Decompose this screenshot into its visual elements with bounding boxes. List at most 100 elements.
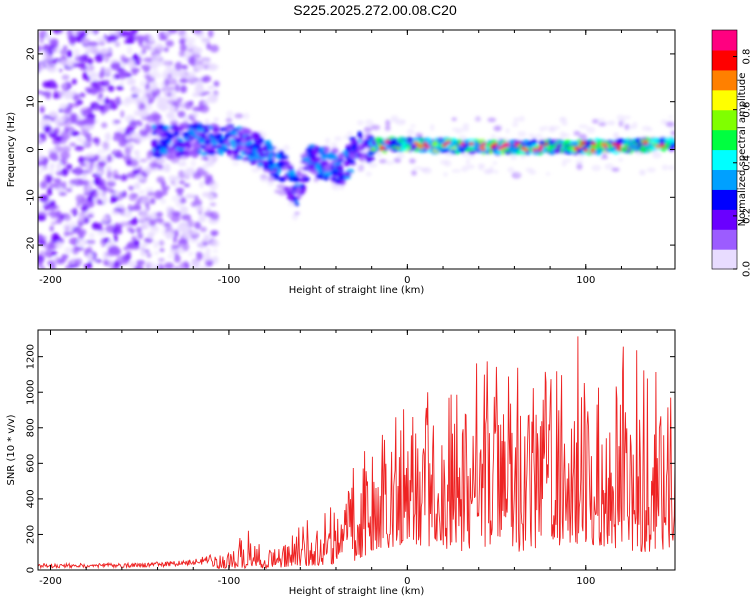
colorbar-frame: [711, 29, 738, 270]
spectrogram-cell: [94, 53, 104, 63]
spectrogram-cell: [327, 153, 332, 158]
spectrogram-cell: [103, 67, 112, 75]
spectrogram-cell: [141, 49, 147, 54]
spectrogram-cell: [166, 85, 176, 92]
spectrogram-cell: [210, 64, 220, 70]
spectrogram-cell: [107, 34, 118, 42]
spectrogram-cell: [49, 40, 58, 48]
spectrogram-cell: [150, 226, 159, 235]
spectrogram-cell: [180, 206, 189, 214]
spectrogram-cell: [112, 169, 119, 178]
spectrogram-cell: [76, 228, 87, 237]
spectrogram-cell: [200, 265, 208, 269]
spectrogram-cell: [615, 138, 624, 145]
spectrogram-cell: [175, 83, 180, 93]
spectrogram-cell: [165, 206, 172, 213]
spectrogram-cell: [45, 249, 55, 259]
spectrogram-cell: [135, 226, 142, 234]
spectrogram-cell: [419, 167, 430, 172]
spectrogram-cell: [65, 264, 74, 269]
spectrogram-cell: [596, 118, 606, 122]
spectrogram-cell: [355, 146, 365, 152]
colorbar-swatch: [712, 81, 737, 87]
spectrogram-cell: [294, 211, 300, 216]
spectrogram-cell: [110, 58, 120, 64]
spectrogram-cell: [123, 155, 132, 162]
spectrogram-cell: [94, 259, 102, 263]
snr-x-tick-label: -100: [218, 576, 241, 587]
spectrogram-cell: [81, 205, 89, 212]
spectrogram-cell: [119, 221, 130, 227]
spectrogram-cell: [140, 196, 149, 205]
spectrogram-cell: [267, 180, 275, 187]
snr-y-tick-label: 1000: [26, 379, 37, 404]
spectrogram-cell: [172, 181, 178, 187]
spectrogram-cell: [129, 132, 140, 140]
colorbar-swatch: [712, 185, 737, 190]
spectrogram-cell: [58, 68, 63, 73]
spectrogram-cell: [459, 142, 466, 146]
spectrogram-y-tick-label: 0: [26, 146, 37, 152]
spectrogram-cell: [170, 175, 180, 181]
spectrogram-cell: [38, 154, 44, 162]
spectrogram-cell: [47, 58, 57, 68]
spectrogram-cell: [128, 260, 136, 269]
spectrogram-cell: [126, 77, 136, 86]
spectrogram-cell: [148, 161, 158, 169]
colorbar-tick-label: 0.4: [742, 155, 750, 171]
spectrogram-cell: [87, 252, 93, 262]
spectrogram-cell: [310, 152, 318, 156]
spectrogram-cell: [38, 235, 47, 241]
spectrogram-cell: [58, 30, 64, 34]
colorbar-swatch: [712, 189, 737, 194]
colorbar-swatch: [712, 161, 737, 167]
spectrogram-cell: [302, 166, 309, 171]
spectrogram-cell: [479, 146, 485, 150]
snr-line-chart: [38, 336, 675, 570]
colorbar-swatch: [712, 49, 737, 55]
spectrogram-cell: [494, 150, 503, 155]
spectrogram-cell: [209, 180, 219, 190]
colorbar-swatch: [712, 181, 737, 186]
spectrogram-cell: [224, 140, 230, 145]
spectrogram-cell: [187, 37, 196, 44]
snr-y-tick-label: 800: [26, 418, 37, 437]
spectrogram-x-tick-label: -200: [39, 275, 62, 286]
spectrogram-cell: [108, 239, 114, 247]
spectrogram-cell: [112, 223, 123, 231]
spectrogram-cell: [144, 166, 152, 175]
spectrogram-cell: [636, 152, 642, 156]
spectrogram-cell: [212, 218, 220, 223]
spectrogram-cell: [41, 167, 47, 172]
spectrogram-cell: [39, 194, 49, 203]
spectrogram-cell: [118, 191, 123, 199]
spectrogram-cell: [356, 120, 364, 126]
colorbar-swatch: [712, 117, 737, 123]
spectrogram-cell: [561, 161, 567, 167]
spectrogram-cell: [400, 145, 409, 152]
spectrogram-cell: [234, 139, 242, 144]
spectrogram-cell: [226, 110, 234, 118]
spectrogram-cell: [93, 104, 99, 111]
spectrogram-cell: [54, 116, 60, 126]
spectrogram-cell: [523, 148, 529, 152]
spectrogram-cell: [166, 154, 176, 160]
spectrogram-cell: [76, 32, 86, 40]
spectrogram-cell: [68, 182, 74, 189]
spectrogram-x-tick-label: -100: [218, 275, 241, 286]
spectrogram-cell: [164, 262, 174, 269]
spectrogram-cell: [107, 85, 115, 92]
spectrogram-cell: [179, 40, 186, 45]
spectrogram-cell: [140, 250, 146, 257]
spectrogram-cell: [259, 176, 269, 183]
spectrogram-cell: [59, 116, 67, 122]
spectrogram-cell: [133, 239, 140, 248]
spectrogram-cell: [213, 80, 220, 87]
spectrogram-cell: [140, 44, 152, 51]
spectrogram-cell: [202, 36, 207, 46]
snr-y-tick-label: 600: [26, 454, 37, 473]
spectrogram-cell: [151, 124, 157, 130]
spectrogram-cell: [111, 265, 121, 269]
spectrogram-cell: [49, 167, 55, 177]
